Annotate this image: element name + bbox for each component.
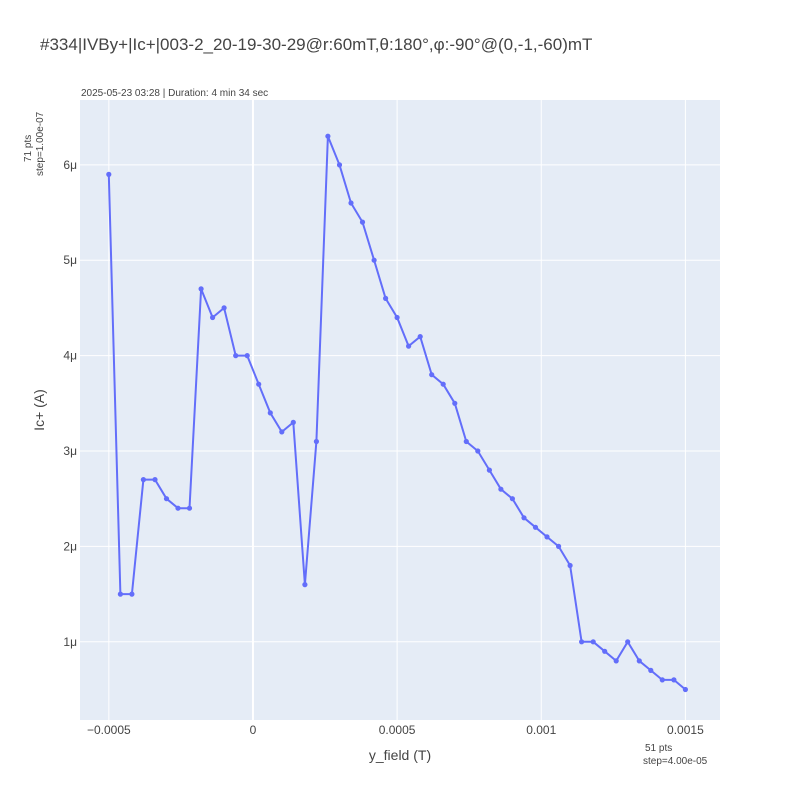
y-tick-label: 1μ xyxy=(63,635,77,649)
data-point xyxy=(106,171,112,177)
data-point xyxy=(336,162,343,168)
y-note-count: 71 pts xyxy=(23,135,34,162)
data-point xyxy=(221,305,227,311)
data-point xyxy=(198,286,204,292)
data-point xyxy=(256,381,262,387)
data-point xyxy=(290,419,296,425)
data-point xyxy=(117,591,123,597)
data-point xyxy=(279,429,285,435)
data-point xyxy=(359,219,366,225)
tick-labels: −0.0005 0 0.0005 0.001 0.0015 1μ 2μ 3μ 4μ 5μ 6μ xyxy=(63,158,704,737)
data-point xyxy=(210,314,216,321)
data-point xyxy=(602,648,608,654)
data-point xyxy=(371,257,377,263)
data-point xyxy=(348,200,354,206)
data-point xyxy=(313,438,319,445)
data-point xyxy=(532,524,539,530)
data-point xyxy=(613,658,619,664)
y-tick-label: 4μ xyxy=(63,349,77,363)
data-point xyxy=(394,314,400,321)
data-point xyxy=(383,295,389,301)
data-point xyxy=(175,505,181,511)
data-point xyxy=(486,467,492,473)
x-tick-label: 0.0005 xyxy=(379,723,416,737)
x-note-step: step=4.00e-05 xyxy=(643,756,708,767)
x-tick-label: 0.001 xyxy=(526,723,556,737)
data-point xyxy=(648,667,654,674)
data-point xyxy=(325,133,331,139)
x-axis-title: y_field (T) xyxy=(369,747,431,763)
data-point xyxy=(129,591,135,597)
data-point xyxy=(509,496,515,502)
data-point xyxy=(452,400,458,406)
y-tick-label: 3μ xyxy=(63,444,77,458)
data-point xyxy=(556,543,562,550)
data-point xyxy=(475,448,481,454)
data-point xyxy=(498,486,504,492)
data-point xyxy=(152,477,158,483)
data-point xyxy=(233,353,239,359)
plot-area xyxy=(80,100,720,720)
data-point xyxy=(163,496,170,502)
x-tick-label: 0 xyxy=(250,723,257,737)
data-point xyxy=(463,438,469,445)
data-point xyxy=(440,381,446,387)
y-points-note: 71 pts step=1.00e-07 xyxy=(23,111,46,176)
chart-title: #334|IVBy+|Ic+|003-2_20-19-30-29@r:60mT,… xyxy=(40,35,592,54)
data-point xyxy=(267,410,273,416)
chart-subtitle: 2025-05-23 03:28 | Duration: 4 min 34 se… xyxy=(81,88,268,99)
data-point xyxy=(567,562,573,569)
data-point xyxy=(671,677,677,683)
data-point xyxy=(417,334,423,340)
x-tick-label: −0.0005 xyxy=(87,723,131,737)
x-tick-label: 0.0015 xyxy=(667,723,704,737)
data-point xyxy=(544,534,550,540)
y-tick-label: 6μ xyxy=(63,158,77,172)
x-note-count: 51 pts xyxy=(645,743,672,754)
data-point xyxy=(140,477,146,483)
data-point xyxy=(186,505,193,511)
data-point xyxy=(682,686,689,693)
data-point xyxy=(302,582,308,588)
y-tick-label: 2μ xyxy=(63,539,77,553)
grid-lines xyxy=(80,100,720,720)
data-point xyxy=(521,515,527,521)
data-point xyxy=(579,639,585,645)
data-point xyxy=(406,343,412,349)
data-point xyxy=(429,372,435,378)
y-note-step: step=1.00e-07 xyxy=(35,111,46,176)
y-axis-title: Ic+ (A) xyxy=(31,389,47,431)
data-point xyxy=(590,639,596,645)
data-point xyxy=(244,353,250,359)
data-point xyxy=(636,658,642,664)
data-point xyxy=(625,639,631,645)
y-tick-label: 5μ xyxy=(63,253,77,267)
data-points xyxy=(106,133,689,693)
data-point xyxy=(659,677,665,683)
